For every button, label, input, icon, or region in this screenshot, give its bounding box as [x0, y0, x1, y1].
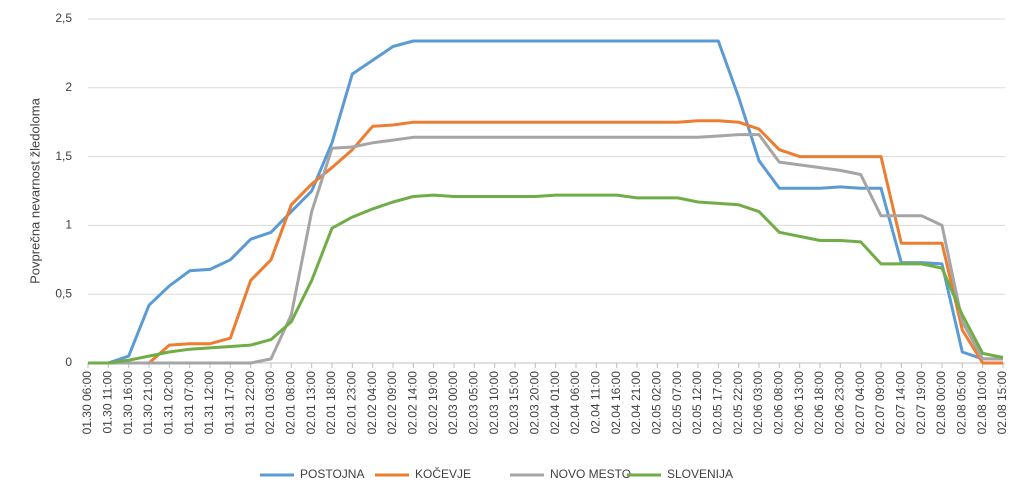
legend-label: NOVO MESTO: [550, 467, 631, 481]
y-tick-label: 1: [65, 218, 72, 232]
x-tick-label: 02.03 20:00: [528, 371, 542, 435]
x-tick-label: 02.06 18:00: [812, 371, 826, 435]
x-tick-label: 02.06 13:00: [792, 371, 806, 435]
x-tick-label: 02.08 10:00: [975, 371, 989, 435]
x-tick-label: 02.02 14:00: [406, 371, 420, 435]
series-line: [88, 119, 1003, 365]
x-tick-label: 02.05 07:00: [670, 371, 684, 435]
x-tick-label: 02.03 00:00: [446, 371, 460, 435]
x-tick-label: 02.07 04:00: [853, 371, 867, 435]
x-tick-label: 02.04 21:00: [629, 371, 643, 435]
y-tick-label: 2: [65, 80, 72, 94]
x-tick-label: 02.02 04:00: [365, 371, 379, 435]
x-tick-label: 02.05 12:00: [690, 371, 704, 435]
x-tick-label: 01.30 11:00: [101, 371, 115, 434]
x-tick-label: 01.31 07:00: [182, 371, 196, 435]
x-tick-label: 02.01 08:00: [284, 371, 298, 435]
series-line: [88, 193, 1004, 365]
series-line: [88, 39, 1003, 365]
x-tick-label: 02.01 13:00: [304, 371, 318, 435]
y-tick-label: 1,5: [55, 149, 72, 163]
x-tick-label: 02.01 03:00: [263, 371, 277, 435]
x-tick-label: 02.04 16:00: [609, 371, 623, 435]
x-tick-label: 02.02 09:00: [385, 371, 399, 435]
x-tick-label: 02.03 10:00: [487, 371, 501, 435]
x-tick-label: 01.30 06:00: [80, 371, 94, 435]
x-tick-label: 02.06 03:00: [751, 371, 765, 435]
x-tick-label: 02.03 15:00: [507, 371, 521, 435]
x-tick-label: 02.08 05:00: [955, 371, 969, 435]
x-tick-label: 01.31 02:00: [162, 371, 176, 435]
x-tick-label: 02.06 08:00: [772, 371, 786, 435]
x-tick-label: 02.07 09:00: [873, 371, 887, 435]
x-tick-label: 01.30 21:00: [141, 371, 155, 435]
x-tick-label: 01.30 16:00: [121, 371, 135, 435]
x-tick-label: 02.07 14:00: [894, 371, 908, 435]
y-axis-label: Povprečna nevarnost žledoloma: [27, 97, 42, 283]
x-tick-label: 02.04 06:00: [568, 371, 582, 435]
x-tick-label: 02.05 17:00: [711, 371, 725, 435]
x-tick-label: 01.31 22:00: [243, 371, 257, 435]
x-tick-label: 02.07 19:00: [914, 371, 928, 435]
x-tick-label: 02.08 00:00: [934, 371, 948, 435]
series-line: [88, 133, 1003, 365]
legend-label: SLOVENIJA: [667, 467, 733, 481]
x-tick-label: 02.06 23:00: [833, 371, 847, 435]
legend-label: KOČEVJE: [415, 466, 471, 481]
x-tick-label: 02.04 11:00: [589, 371, 603, 434]
legend-label: POSTOJNA: [300, 467, 364, 481]
x-tick-label: 01.31 12:00: [202, 371, 216, 435]
x-tick-label: 02.05 02:00: [650, 371, 664, 435]
x-tick-label: 02.05 22:00: [731, 371, 745, 435]
x-tick-label: 02.02 19:00: [426, 371, 440, 435]
y-tick-label: 2,5: [55, 11, 72, 25]
x-tick-label: 01.31 17:00: [223, 371, 237, 435]
x-tick-label: 02.03 05:00: [467, 371, 481, 435]
y-tick-label: 0,5: [55, 286, 72, 300]
x-tick-label: 02.01 23:00: [345, 371, 359, 435]
x-tick-label: 02.04 01:00: [548, 371, 562, 435]
x-tick-label: 02.01 18:00: [324, 371, 338, 435]
y-tick-label: 0: [65, 355, 72, 369]
x-tick-label: 02.08 15:00: [995, 371, 1009, 435]
